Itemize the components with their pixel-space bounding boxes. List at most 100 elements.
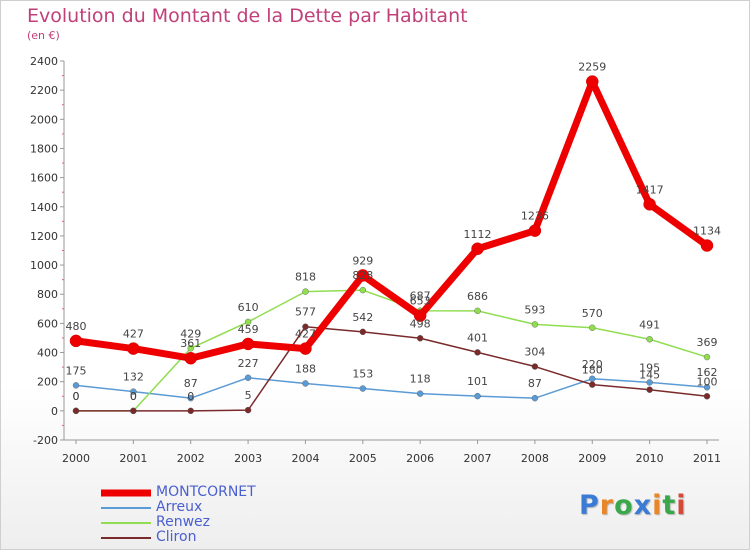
data-point-cliron: [244, 406, 252, 414]
y-tick-label: 1000: [30, 259, 58, 272]
data-label-montcornet: 1134: [693, 225, 721, 238]
x-tick-label: 2001: [119, 452, 147, 465]
y-tick-label: 2000: [30, 113, 58, 126]
data-label-montcornet: 361: [180, 337, 201, 350]
data-point-arreux: [589, 375, 596, 382]
data-label-montcornet: 653: [410, 295, 431, 308]
data-label-arreux: 87: [528, 377, 542, 390]
x-tick-label: 2005: [349, 452, 377, 465]
chart-subtitle: (en €): [27, 29, 60, 42]
data-point-montcornet: [184, 351, 197, 365]
data-point-montcornet: [586, 75, 599, 88]
data-point-montcornet: [700, 239, 714, 252]
data-label-cliron: 498: [410, 317, 431, 330]
data-label-arreux: 195: [639, 361, 660, 374]
data-point-cliron: [703, 393, 711, 400]
y-tick-label: 400: [37, 347, 58, 360]
y-tick-label: 2400: [30, 55, 58, 68]
data-point-montcornet: [241, 337, 255, 351]
data-point-renwez: [646, 336, 653, 343]
x-tick-label: 2007: [464, 452, 492, 465]
logo-letter: P: [579, 490, 600, 521]
data-label-cliron: 145: [639, 369, 660, 382]
data-point-cliron: [359, 328, 367, 336]
data-point-renwez: [703, 353, 711, 361]
data-point-montcornet: [299, 342, 312, 355]
data-point-cliron: [187, 407, 194, 415]
logo-letter: i: [652, 490, 663, 521]
data-label-renwez: 828: [352, 269, 373, 282]
data-label-montcornet: 480: [66, 320, 87, 333]
data-label-renwez: 491: [639, 318, 660, 331]
y-tick-label: -200: [33, 434, 58, 447]
logo-letter: t: [662, 490, 677, 521]
legend-item-cliron: Cliron: [101, 530, 256, 545]
data-label-cliron: 0: [187, 390, 194, 403]
data-point-arreux: [72, 382, 80, 389]
data-label-renwez: 369: [697, 336, 718, 349]
data-label-montcornet: 459: [238, 323, 259, 336]
data-label-cliron: 542: [352, 311, 373, 324]
data-label-montcornet: 1112: [464, 228, 492, 241]
data-point-cliron: [589, 381, 596, 388]
data-point-cliron: [646, 386, 653, 393]
series-line-arreux: [75, 377, 708, 399]
data-point-cliron: [130, 407, 137, 415]
series-line-montcornet: [72, 78, 711, 362]
legend-item-arreux: Arreux: [101, 500, 256, 515]
y-tick-label: 600: [37, 317, 58, 330]
proxiti-logo: Proxiti: [579, 490, 687, 521]
data-label-renwez: 593: [524, 303, 545, 316]
y-tick-label: 1200: [30, 230, 58, 243]
data-point-montcornet: [643, 198, 656, 211]
data-point-renwez: [589, 324, 596, 331]
data-label-cliron: 577: [295, 306, 316, 319]
data-point-renwez: [531, 321, 539, 328]
data-label-montcornet: 2259: [578, 61, 606, 74]
data-point-arreux: [130, 388, 137, 395]
data-label-arreux: 118: [410, 373, 431, 386]
data-label-renwez: 0: [73, 390, 80, 403]
data-point-montcornet: [356, 269, 370, 282]
legend-swatch: [101, 521, 151, 524]
data-label-arreux: 175: [66, 364, 87, 377]
data-point-montcornet: [471, 242, 484, 256]
data-label-renwez: 686: [467, 290, 488, 303]
data-point-renwez: [474, 307, 481, 315]
data-point-cliron: [416, 335, 424, 342]
data-label-montcornet: 427: [123, 328, 144, 341]
x-tick-label: 2003: [234, 452, 262, 465]
data-point-renwez: [302, 288, 309, 295]
data-point-arreux: [474, 392, 481, 400]
x-tick-label: 2010: [636, 452, 664, 465]
y-tick-label: 2200: [30, 84, 58, 97]
data-label-renwez: 429: [180, 327, 201, 340]
data-label-arreux: 188: [295, 362, 316, 375]
x-tick-label: 2011: [693, 452, 721, 465]
data-point-arreux: [646, 379, 653, 386]
x-tick-label: 2009: [578, 452, 606, 465]
data-label-cliron: 0: [73, 390, 80, 403]
legend-item-montcornet: MONTCORNET: [101, 485, 256, 500]
y-tick-label: 1800: [30, 142, 58, 155]
data-label-cliron: 180: [582, 364, 603, 377]
legend-item-renwez: Renwez: [101, 515, 256, 530]
data-label-montcornet: 427: [295, 328, 316, 341]
data-point-arreux: [416, 390, 424, 397]
legend-swatch: [101, 536, 151, 539]
legend-label: Cliron: [156, 529, 197, 545]
data-label-arreux: 132: [123, 371, 144, 384]
data-label-renwez: 687: [410, 290, 431, 303]
data-label-renwez: 610: [238, 301, 259, 314]
chart-legend: MONTCORNET Arreux Renwez Cliron: [101, 485, 256, 545]
data-label-renwez: 818: [295, 271, 316, 284]
data-label-arreux: 87: [184, 377, 198, 390]
legend-label: Renwez: [156, 514, 210, 530]
data-label-renwez: 0: [130, 390, 137, 403]
series-line-cliron: [75, 325, 708, 412]
y-tick-label: 0: [51, 405, 58, 418]
x-tick-label: 2000: [62, 452, 90, 465]
data-point-montcornet: [528, 224, 542, 237]
y-tick-label: 1600: [30, 172, 58, 185]
